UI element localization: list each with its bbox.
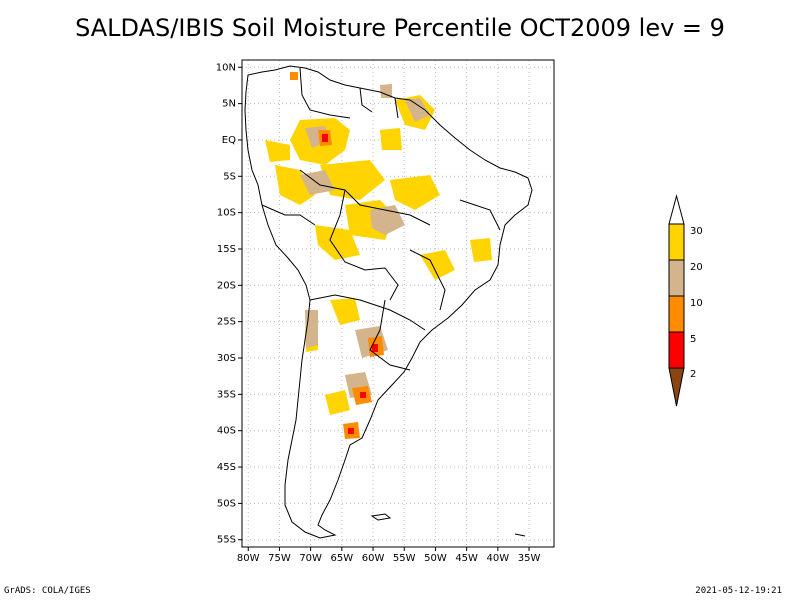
patch-10-20: [380, 84, 392, 98]
footer-timestamp: 2021-05-12-19:21: [695, 586, 782, 596]
x-tick-label: 45W: [455, 553, 478, 564]
colorbar-5-10: [668, 295, 685, 333]
colorbar-above-30: [668, 194, 685, 225]
colorbar-10-20: [668, 259, 685, 297]
x-tick-label: 75W: [268, 553, 291, 564]
patch-5-10: [290, 72, 298, 80]
patch-20-30: [275, 165, 315, 205]
y-tick-label: 25S: [217, 317, 236, 328]
map-frame: [241, 59, 555, 548]
colorbar-below-2: [668, 367, 685, 407]
national-border: [309, 294, 426, 331]
colorbar-label: 5: [690, 334, 696, 345]
patch-2-5: [322, 134, 328, 142]
footer-credit: GrADS: COLA/IGES: [4, 586, 91, 596]
y-tick-label: 20S: [217, 280, 236, 291]
x-tick-label: 35W: [518, 553, 541, 564]
colorbar-2-5: [668, 331, 685, 369]
y-tick-label: 40S: [217, 426, 236, 437]
patch-20-30: [320, 160, 385, 200]
patch-10-20: [405, 98, 430, 122]
patch-20-30: [315, 225, 360, 260]
patch-20-30: [265, 140, 290, 162]
patch-2-5: [360, 392, 366, 398]
map-title: SALDAS/IBIS Soil Moisture Percentile OCT…: [75, 14, 725, 42]
national-border: [394, 97, 399, 119]
x-tick-label: 60W: [362, 553, 385, 564]
south-america-coastline: [244, 65, 533, 539]
y-axis-ticks: 10N 5N EQ 5S 10S 15S 20S 25S 30S 35S 40S 45S 50S 55S: [216, 62, 242, 546]
y-tick-label: 5S: [223, 171, 236, 182]
patch-20-30: [420, 250, 455, 280]
y-tick-label: 5N: [222, 99, 236, 110]
national-border: [299, 67, 351, 119]
national-border: [369, 299, 411, 371]
x-tick-label: 50W: [424, 553, 447, 564]
colorbar: 30 20 10 5 2: [668, 194, 703, 407]
national-border: [299, 169, 431, 226]
colorbar-20-30: [668, 223, 685, 261]
y-tick-label: 30S: [217, 353, 236, 364]
y-tick-label: 10S: [217, 208, 236, 219]
colorbar-label: 30: [690, 226, 703, 237]
national-border: [359, 87, 373, 113]
national-border: [329, 189, 399, 301]
patch-20-30: [325, 390, 350, 415]
y-tick-label: 45S: [217, 462, 236, 473]
x-tick-label: 80W: [237, 553, 260, 564]
south-georgia: [514, 533, 526, 537]
y-tick-label: 10N: [216, 62, 236, 73]
patch-20-30: [330, 298, 360, 325]
coastlines-borders: [244, 65, 533, 539]
soil-moisture-field: [265, 72, 492, 439]
x-tick-label: 40W: [487, 553, 510, 564]
patch-2-5: [372, 344, 378, 352]
y-tick-label: 35S: [217, 389, 236, 400]
colorbar-label: 2: [690, 369, 696, 380]
colorbar-label: 20: [690, 262, 703, 273]
y-tick-label: 55S: [217, 535, 236, 546]
national-border: [261, 204, 316, 226]
patch-2-5: [348, 428, 354, 434]
y-tick-label: 15S: [217, 244, 236, 255]
x-tick-label: 55W: [393, 553, 416, 564]
x-tick-label: 65W: [331, 553, 354, 564]
patch-20-30: [470, 238, 492, 262]
falkland-islands: [370, 513, 392, 521]
patch-20-30: [380, 128, 402, 150]
x-axis-ticks: 80W 75W 70W 65W 60W 55W 50W 45W 40W 35W: [237, 547, 541, 564]
y-tick-label: EQ: [222, 135, 236, 146]
colorbar-label: 10: [690, 298, 703, 309]
patch-20-30: [390, 175, 440, 210]
national-border: [409, 249, 446, 311]
y-tick-label: 50S: [217, 498, 236, 509]
national-border: [459, 199, 501, 231]
x-tick-label: 70W: [299, 553, 322, 564]
